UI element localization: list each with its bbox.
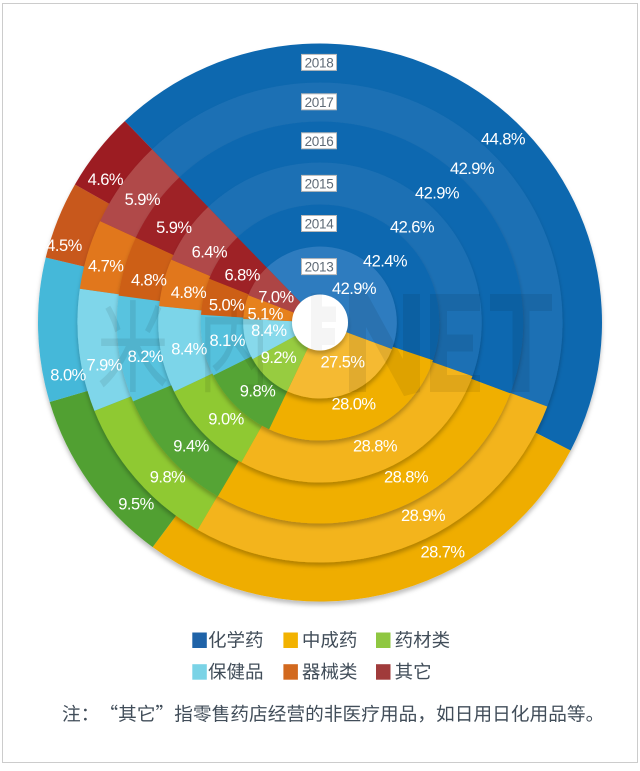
svg-text:28.7%: 28.7% <box>420 544 465 562</box>
svg-text:2018: 2018 <box>305 55 334 70</box>
svg-text:4.5%: 4.5% <box>46 237 82 255</box>
svg-text:9.4%: 9.4% <box>173 438 209 456</box>
svg-text:7.0%: 7.0% <box>258 288 294 306</box>
svg-text:42.9%: 42.9% <box>450 160 495 178</box>
svg-text:6.4%: 6.4% <box>192 244 228 262</box>
svg-text:8.4%: 8.4% <box>251 322 287 340</box>
svg-text:4.7%: 4.7% <box>88 257 124 275</box>
svg-text:5.9%: 5.9% <box>125 191 161 209</box>
svg-text:5.9%: 5.9% <box>156 219 192 237</box>
svg-text:8.2%: 8.2% <box>128 348 164 366</box>
svg-text:42.4%: 42.4% <box>363 253 408 271</box>
svg-text:2015: 2015 <box>305 176 334 191</box>
svg-text:27.5%: 27.5% <box>320 354 365 372</box>
svg-text:2016: 2016 <box>305 134 334 149</box>
svg-text:9.8%: 9.8% <box>150 469 186 487</box>
svg-text:4.8%: 4.8% <box>131 272 167 290</box>
svg-text:9.5%: 9.5% <box>118 496 154 514</box>
svg-text:7.9%: 7.9% <box>86 357 122 375</box>
svg-text:9.0%: 9.0% <box>208 411 244 429</box>
svg-text:42.6%: 42.6% <box>390 219 435 237</box>
svg-text:28.0%: 28.0% <box>331 396 376 414</box>
svg-text:28.9%: 28.9% <box>401 507 446 525</box>
svg-text:2014: 2014 <box>305 217 335 232</box>
svg-text:8.4%: 8.4% <box>171 341 207 359</box>
svg-text:42.9%: 42.9% <box>415 185 460 203</box>
svg-text:44.8%: 44.8% <box>481 131 526 149</box>
svg-text:28.8%: 28.8% <box>353 438 398 456</box>
svg-text:28.8%: 28.8% <box>384 469 429 487</box>
svg-text:4.8%: 4.8% <box>171 284 207 302</box>
svg-text:5.0%: 5.0% <box>209 296 245 314</box>
svg-text:2017: 2017 <box>305 95 334 110</box>
svg-text:2013: 2013 <box>305 260 334 275</box>
svg-text:8.0%: 8.0% <box>50 366 86 384</box>
svg-text:9.2%: 9.2% <box>261 349 297 367</box>
svg-text:5.1%: 5.1% <box>247 306 283 324</box>
svg-text:4.6%: 4.6% <box>88 171 124 189</box>
svg-text:9.8%: 9.8% <box>240 383 276 401</box>
svg-text:8.1%: 8.1% <box>209 332 245 350</box>
svg-text:42.9%: 42.9% <box>332 280 377 298</box>
svg-text:6.8%: 6.8% <box>224 267 260 285</box>
